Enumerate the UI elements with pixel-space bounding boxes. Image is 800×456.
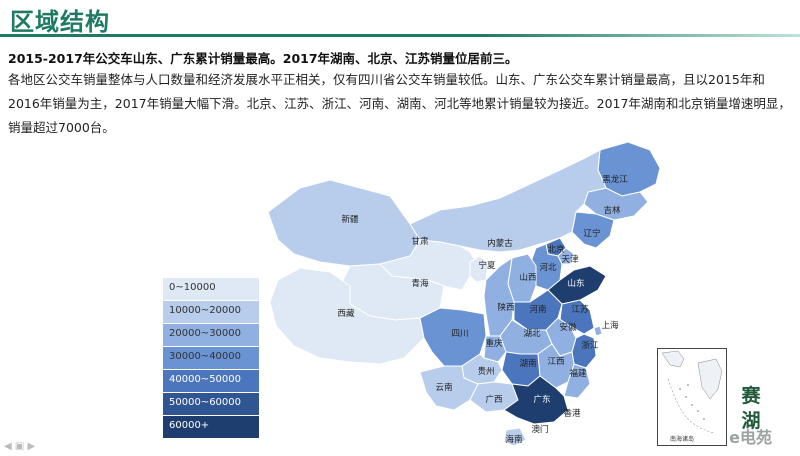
province-label: 贵州 — [477, 366, 494, 377]
province-shape — [583, 187, 649, 221]
province-shape — [571, 333, 597, 369]
legend-label: 20000~30000 — [169, 328, 242, 339]
province-label: 内蒙古 — [487, 238, 513, 249]
province-shape — [483, 335, 507, 363]
page-title: 区域结构 — [10, 8, 110, 36]
province-label: 香港 — [563, 408, 581, 419]
legend-swatch: 60000+ — [163, 416, 259, 438]
summary-headline: 2015-2017年公交车山东、广东累计销量最高。2017年湖南、北京、江苏销量… — [8, 51, 518, 66]
province-label: 辽宁 — [583, 228, 600, 239]
province-label: 河南 — [529, 304, 546, 315]
legend-label: 30000~40000 — [169, 351, 242, 362]
province-label: 甘肃 — [411, 236, 429, 247]
province-shape — [503, 375, 569, 425]
province-label: 天津 — [561, 254, 579, 265]
province-label: 陕西 — [497, 302, 514, 313]
legend-label: 10000~20000 — [169, 305, 242, 316]
legend-swatch: 10000~20000 — [163, 301, 259, 323]
legend-label: 60000+ — [169, 420, 210, 431]
watermark-char: 赛 — [741, 385, 761, 407]
province-shape — [597, 141, 661, 197]
legend-swatch: 30000~40000 — [163, 347, 259, 369]
province-shape — [503, 427, 527, 447]
legend-label: 0~10000 — [169, 282, 216, 293]
province-label: 北京 — [547, 244, 564, 255]
legend-swatch: 20000~30000 — [163, 324, 259, 346]
province-label: 新疆 — [341, 214, 359, 225]
province-shape — [409, 149, 607, 253]
province-label: 广东 — [533, 394, 550, 405]
province-label: 西藏 — [337, 308, 355, 319]
province-label: 江苏 — [571, 304, 589, 315]
map-legend: 0~10000 10000~20000 20000~30000 30000~40000… — [163, 278, 263, 439]
province-label: 青海 — [411, 278, 429, 289]
province-shape — [563, 411, 571, 419]
province-label: 四川 — [451, 329, 468, 339]
header-divider — [0, 34, 800, 37]
province-label: 云南 — [435, 382, 452, 393]
province-label: 重庆 — [485, 338, 503, 349]
province-label: 山东 — [567, 278, 584, 289]
summary-paragraph: 各地区公交车销量整体与人口数量和经济发展水平正相关，仅有四川省公交车销量较低。山… — [8, 72, 791, 135]
legend-label: 40000~50000 — [169, 374, 242, 385]
province-shape — [537, 425, 543, 431]
province-label: 广西 — [485, 394, 502, 405]
inset-map-graphic — [661, 350, 723, 434]
slide-nav-icons: ◀ ▣ ▶ — [4, 441, 36, 452]
province-shape — [571, 211, 615, 249]
province-label: 吉林 — [603, 205, 621, 216]
south-china-sea-inset: 南海诸岛 — [657, 348, 727, 446]
legend-label: 50000~60000 — [169, 397, 242, 408]
legend-swatch: 0~10000 — [163, 278, 259, 300]
province-label: 湖南 — [519, 358, 536, 369]
province-shape — [593, 325, 603, 337]
competition-watermark: 赛 湖 — [733, 384, 769, 436]
province-label: 河北 — [539, 262, 557, 273]
province-label: 海南 — [505, 434, 522, 445]
province-label: 山西 — [519, 272, 536, 283]
province-label: 宁夏 — [478, 260, 496, 271]
inset-caption: 南海诸岛 — [670, 436, 695, 443]
province-label: 安徽 — [559, 322, 577, 333]
province-label: 湖北 — [523, 329, 541, 339]
watermark-char: 湖 — [741, 410, 761, 432]
legend-swatch: 50000~60000 — [163, 393, 259, 415]
province-label: 浙江 — [581, 340, 599, 351]
province-label: 江西 — [547, 357, 564, 367]
province-label: 黑龙江 — [602, 174, 628, 185]
page-header: 区域结构 — [0, 0, 800, 37]
province-label: 福建 — [569, 368, 587, 379]
brand-watermark: e电苑 — [729, 428, 772, 447]
legend-swatch: 40000~50000 — [163, 370, 259, 392]
province-label: 上海 — [601, 320, 619, 331]
province-label: 澳门 — [531, 424, 548, 435]
china-map-area: 黑龙江吉林辽宁内蒙古 新疆甘肃宁夏 北京 天津 河北 山西山东 青海陕西 河南 江苏上海 西藏四川… — [0, 140, 800, 456]
